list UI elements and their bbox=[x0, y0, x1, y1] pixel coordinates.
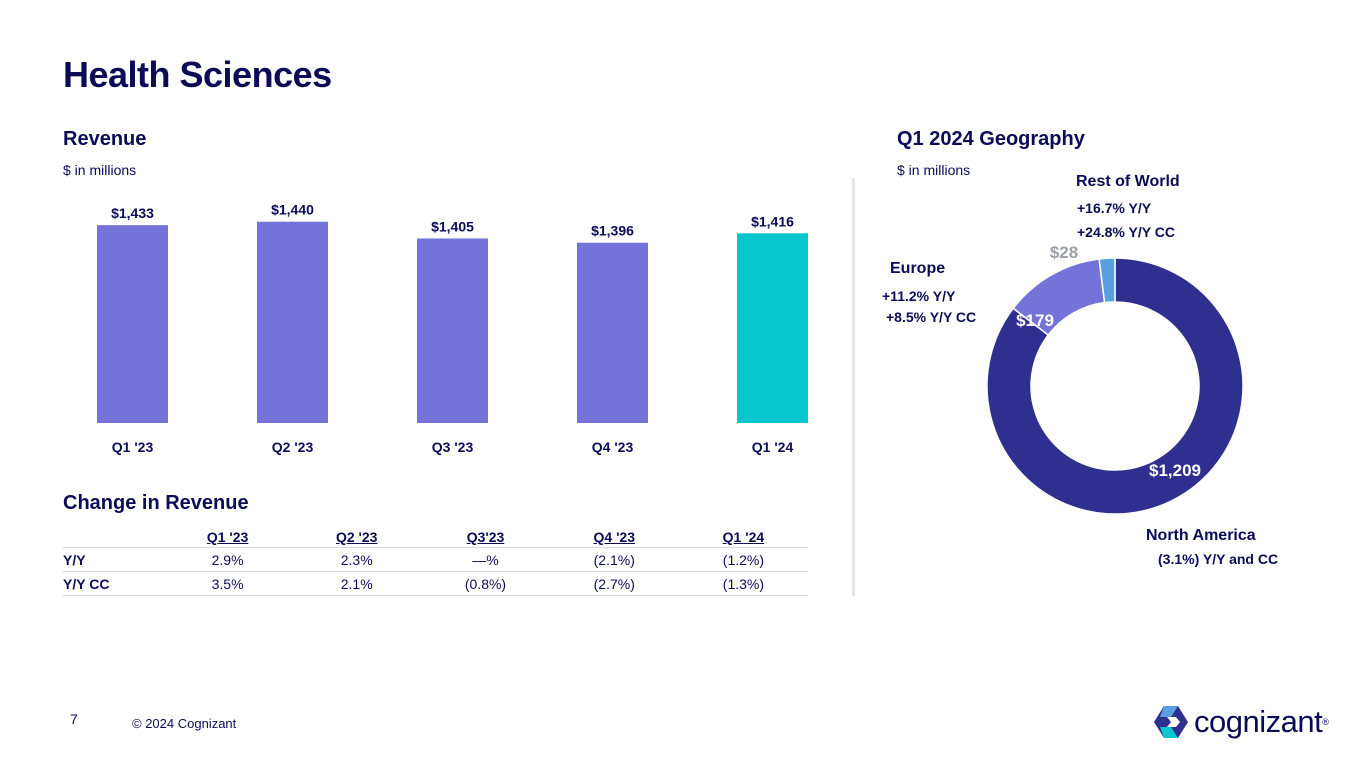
revenue-unit: $ in millions bbox=[63, 162, 137, 178]
europe-name: Europe bbox=[890, 260, 946, 277]
table-cell: 3.5% bbox=[163, 571, 293, 596]
bar-value-label: $1,433 bbox=[111, 205, 154, 221]
bar bbox=[97, 225, 168, 423]
geography-donut-chart: $1,209 $179 $28 bbox=[986, 243, 1244, 515]
page-number: 7 bbox=[70, 711, 78, 727]
donut-slice bbox=[1098, 257, 1116, 304]
cognizant-logo-icon bbox=[1154, 706, 1188, 738]
table-cell: 2.3% bbox=[292, 547, 422, 572]
change-heading: Change in Revenue bbox=[63, 492, 249, 514]
rest-of-world-name: Rest of World bbox=[1076, 173, 1180, 190]
bar-value-label: $1,405 bbox=[431, 218, 474, 234]
revenue-heading: Revenue bbox=[63, 128, 147, 150]
page-title: Health Sciences bbox=[63, 54, 332, 95]
slice-value-label: $28 bbox=[1050, 243, 1078, 262]
table-cell: 2.1% bbox=[292, 571, 422, 596]
table-cell: (1.2%) bbox=[678, 547, 808, 572]
rest-of-world-yycc: +24.8% Y/Y CC bbox=[1077, 224, 1175, 240]
north-america-name: North America bbox=[1146, 527, 1256, 544]
table-cell: (0.8%) bbox=[421, 571, 550, 596]
donut-slice bbox=[986, 257, 1244, 515]
table-cell: —% bbox=[421, 547, 550, 572]
cognizant-logo: cognizant ® bbox=[1154, 704, 1329, 740]
logo-text: cognizant bbox=[1194, 704, 1323, 739]
revenue-bar-chart: $1,433 Q1 '23 $1,440 Q2 '23 $1,405 Q3 '23 $1,3… bbox=[97, 202, 808, 455]
x-tick-label: Q1 '24 bbox=[752, 439, 794, 455]
table-cell: (2.7%) bbox=[549, 571, 679, 596]
table-cell: (2.1%) bbox=[549, 547, 679, 572]
x-tick-label: Q1 '23 bbox=[112, 439, 154, 455]
bar-value-label: $1,440 bbox=[271, 202, 314, 218]
table-cell: 2.9% bbox=[163, 547, 293, 572]
bar-value-label: $1,396 bbox=[591, 223, 634, 239]
table-header-cell: Q4 '23 bbox=[593, 529, 635, 545]
copyright: © 2024 Cognizant bbox=[132, 716, 237, 731]
x-tick-label: Q3 '23 bbox=[432, 439, 474, 455]
x-tick-label: Q4 '23 bbox=[592, 439, 634, 455]
table-cell: (1.3%) bbox=[678, 571, 808, 596]
table-row: Y/Y CC 3.5% 2.1% (0.8%) (2.7%) (1.3%) bbox=[63, 571, 808, 596]
bar bbox=[417, 238, 488, 423]
europe-yy: +11.2% Y/Y bbox=[882, 288, 956, 304]
geography-heading: Q1 2024 Geography bbox=[897, 128, 1085, 150]
slice-value-label: $179 bbox=[1016, 311, 1054, 330]
row-label: Y/Y CC bbox=[63, 571, 163, 596]
bar bbox=[737, 233, 808, 423]
geography-unit: $ in millions bbox=[897, 162, 971, 178]
north-america-stat: (3.1%) Y/Y and CC bbox=[1158, 551, 1279, 567]
slice-value-label: $1,209 bbox=[1149, 461, 1201, 480]
table-row: Y/Y 2.9% 2.3% —% (2.1%) (1.2%) bbox=[63, 547, 808, 572]
table-header-cell: Q3'23 bbox=[466, 529, 505, 545]
logo-registered-mark: ® bbox=[1322, 717, 1329, 727]
bar-value-label: $1,416 bbox=[751, 213, 794, 229]
change-table: Q1 '23 Q2 '23 Q3'23 Q4 '23 Q1 '24 Y/Y 2.… bbox=[63, 527, 808, 596]
row-label: Y/Y bbox=[63, 547, 163, 572]
table-header-cell: Q1 '24 bbox=[722, 529, 765, 545]
table-header-cell: Q2 '23 bbox=[335, 529, 378, 545]
table-header-row: Q1 '23 Q2 '23 Q3'23 Q4 '23 Q1 '24 bbox=[63, 527, 808, 548]
table-header-cell: Q1 '23 bbox=[206, 529, 249, 545]
x-tick-label: Q2 '23 bbox=[272, 439, 314, 455]
bar bbox=[577, 242, 648, 423]
bar bbox=[257, 221, 328, 423]
europe-yycc: +8.5% Y/Y CC bbox=[886, 309, 977, 325]
section-divider bbox=[852, 178, 855, 596]
rest-of-world-yy: +16.7% Y/Y bbox=[1077, 200, 1152, 216]
